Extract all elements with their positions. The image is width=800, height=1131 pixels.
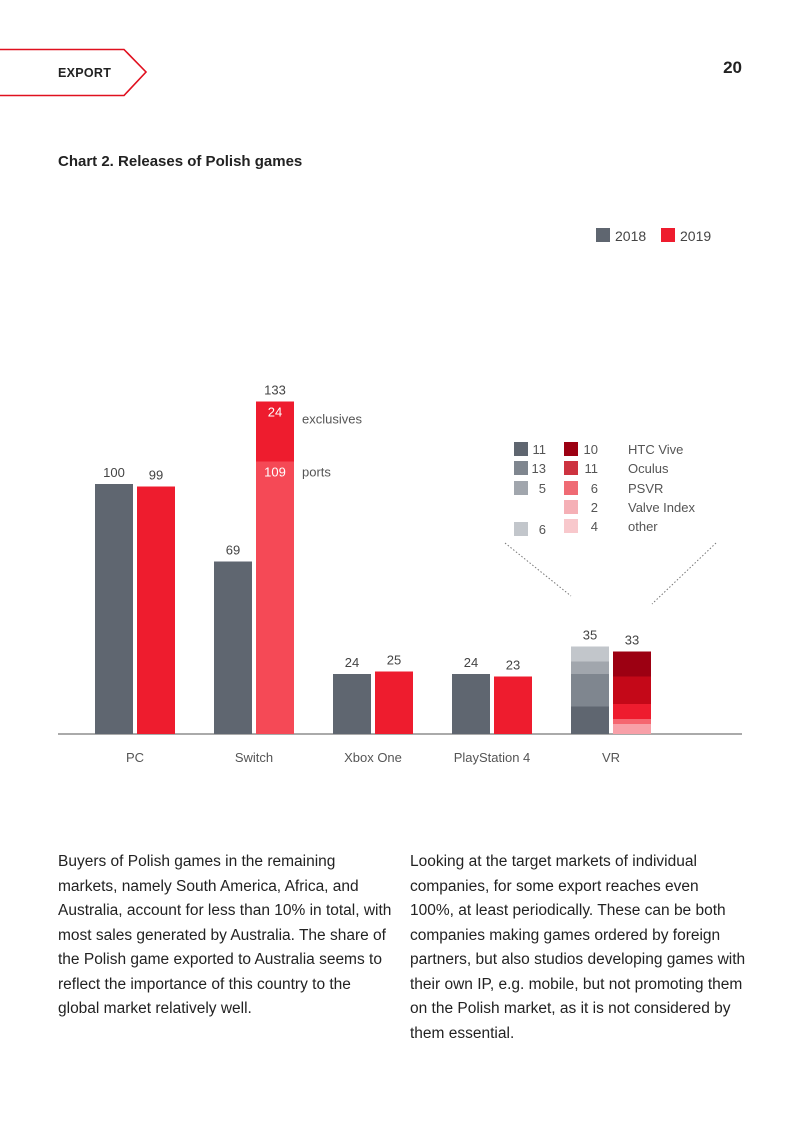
vr-legend-value-2019: 6 bbox=[591, 481, 598, 496]
vr-legend-platform: other bbox=[628, 519, 658, 534]
legend-label-2019: 2019 bbox=[680, 228, 711, 244]
bar-2019 bbox=[375, 671, 413, 734]
vr-legend-platform: Valve Index bbox=[628, 500, 695, 515]
vr-legend-value-2019: 11 bbox=[585, 461, 599, 476]
vr-legend-swatch-2019 bbox=[564, 481, 578, 495]
vr-legend-swatch-2019 bbox=[564, 519, 578, 533]
vr-legend-platform: Oculus bbox=[628, 461, 669, 476]
section-tab-shape bbox=[0, 48, 148, 97]
vr-connector-right bbox=[651, 542, 717, 605]
bar-2018 bbox=[452, 674, 490, 734]
bar-segment-2019-vr bbox=[613, 724, 651, 734]
bar-segment-ports bbox=[256, 461, 294, 734]
vr-legend-swatch-2018 bbox=[514, 522, 528, 536]
annotation-ports: ports bbox=[302, 465, 331, 480]
vr-legend-swatch-2019 bbox=[564, 461, 578, 475]
vr-legend-value-2018: 13 bbox=[532, 461, 546, 476]
vr-legend-value-2019: 10 bbox=[584, 442, 598, 457]
x-tick-label: PlayStation 4 bbox=[454, 750, 531, 765]
data-label-2019: 33 bbox=[625, 633, 639, 648]
bar-2019 bbox=[137, 486, 175, 734]
data-label-2018: 100 bbox=[103, 465, 125, 480]
data-label-2018: 69 bbox=[226, 543, 240, 558]
bar-segment-2019-vr bbox=[613, 651, 651, 677]
data-label-2018: 24 bbox=[345, 655, 359, 670]
x-tick-label: Xbox One bbox=[344, 750, 402, 765]
bar-segment-2018-vr bbox=[571, 674, 609, 707]
legend-swatch-2019 bbox=[661, 228, 675, 242]
vr-legend-value-2019: 4 bbox=[591, 519, 598, 534]
chart-title: Chart 2. Releases of Polish games bbox=[58, 153, 303, 170]
data-label-2019: 25 bbox=[387, 653, 401, 668]
vr-legend-swatch-2018 bbox=[514, 461, 528, 475]
vr-legend-swatch-2018 bbox=[514, 442, 528, 456]
vr-legend-value-2018: 5 bbox=[539, 481, 546, 496]
bar-segment-2019-vr bbox=[613, 676, 651, 704]
x-tick-label: VR bbox=[602, 750, 620, 765]
body-text-left: Buyers of Polish games in the remaining … bbox=[58, 853, 392, 1017]
data-label-2019: 133 bbox=[264, 383, 286, 398]
bar-segment-2018-vr bbox=[571, 706, 609, 734]
bar-2019 bbox=[494, 676, 532, 734]
data-label-exclusives: 24 bbox=[268, 405, 282, 420]
data-label-2018: 35 bbox=[583, 628, 597, 643]
bar-segment-2018-vr bbox=[571, 646, 609, 662]
vr-legend-platform: HTC Vive bbox=[628, 442, 683, 457]
bar-segment-2018-vr bbox=[571, 661, 609, 674]
x-tick-label: Switch bbox=[235, 750, 273, 765]
vr-connector-left bbox=[504, 542, 572, 597]
body-text-right: Looking at the target markets of individ… bbox=[410, 853, 746, 1042]
releases-chart: 100 99PC6910924portsexclusives133Switch24… bbox=[58, 228, 742, 765]
data-label-2018: 24 bbox=[464, 655, 478, 670]
data-label-ports: 109 bbox=[264, 465, 286, 480]
bar-2018 bbox=[333, 674, 371, 734]
vr-legend-swatch-2018 bbox=[514, 481, 528, 495]
vr-legend-swatch-2019 bbox=[564, 442, 578, 456]
bar-2018 bbox=[95, 484, 133, 734]
legend-swatch-2018 bbox=[596, 228, 610, 242]
vr-legend-platform: PSVR bbox=[628, 481, 663, 496]
vr-legend-value-2018: 11 bbox=[533, 442, 547, 457]
vr-legend-value-2018: 6 bbox=[539, 522, 546, 537]
data-label-2019: 23 bbox=[506, 658, 520, 673]
data-label-2019: 99 bbox=[149, 468, 163, 483]
bar-segment-exclusives bbox=[256, 401, 294, 462]
legend-label-2018: 2018 bbox=[615, 228, 646, 244]
page-number: 20 bbox=[723, 58, 742, 77]
vr-legend-value-2019: 2 bbox=[591, 500, 598, 515]
annotation-exclusives: exclusives bbox=[302, 412, 362, 427]
vr-legend-swatch-2019 bbox=[564, 500, 578, 514]
bar-2018 bbox=[214, 561, 252, 734]
bar-segment-2019-vr bbox=[613, 704, 651, 719]
section-label: EXPORT bbox=[58, 66, 112, 80]
bar-segment-2019-vr bbox=[613, 719, 651, 724]
x-tick-label: PC bbox=[126, 750, 144, 765]
